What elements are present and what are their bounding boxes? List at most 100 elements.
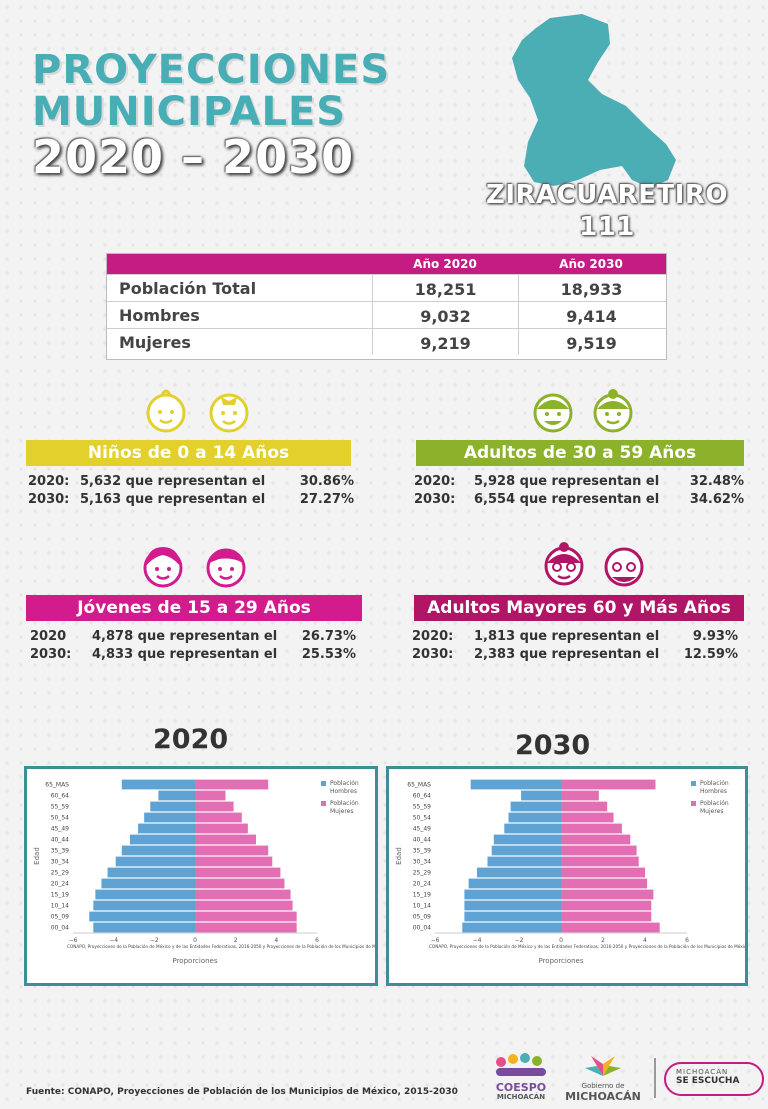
pyramid-bar [195,911,297,922]
ninos-band: Niños de 0 a 14 Años [26,440,351,466]
y-tick-label: 55_59 [51,804,69,811]
y-tick-label: 35_39 [51,848,69,855]
pyramid-bar [129,834,195,845]
pyramid-bar [195,790,226,801]
pyramid-bar [561,889,654,900]
row-value-2030: 9,519 [518,329,664,355]
chart-2020-frame: −6 −4 −2 0 2 4 6 00_04 05_09 10_14 15_19 20_24 25_29… [24,766,413,986]
stat-year: 2030: [412,647,454,662]
jovenes-band: Jóvenes de 15 a 29 Años [26,595,362,621]
table-row: Hombres 9,032 9,414 [107,301,666,328]
elderly-woman-icon [544,542,584,586]
pyramid-bar [158,790,195,801]
pyramid-bar [195,856,273,867]
stat-year: 2030: [30,647,72,662]
pyramid-bar [561,779,656,790]
y-tick-label: 30_34 [51,859,69,866]
pyramid-bar [195,867,281,878]
legend-swatch [321,801,326,806]
pyramid-bar [121,845,195,856]
y-tick-label: 40_44 [51,837,69,844]
municipality-code: 111 [579,212,635,242]
table-row: Población Total 18,251 18,933 [107,274,666,301]
table-header-spacer [107,254,372,274]
pyramid-chart-2020: −6 −4 −2 0 2 4 6 00_04 05_09 10_14 15_19 20_24 25_29… [33,779,413,965]
stat-line: 2020: 1,813 que representan el 9.93% [412,628,738,646]
y-tick-label: 20_24 [413,881,431,888]
y-tick-label: 25_29 [51,870,69,877]
y-tick-label: 10_14 [51,903,69,910]
table-row: Mujeres 9,219 9,519 [107,328,666,355]
pyramid-bar [195,812,242,823]
x-tick-label: −4 [473,937,482,944]
title-line-2: MUNICIPALES [32,89,347,135]
stat-text: 4,878 que representan el [92,629,278,644]
pyramid-bar [508,812,561,823]
pyramid-bar [504,823,561,834]
x-tick-label: −6 [69,937,78,944]
x-tick-label: −2 [515,937,524,944]
source-note: CONAPO, Proyecciones de la Población de … [429,944,745,949]
mayores-stats: 2020: 1,813 que representan el 9.93% 203… [412,628,738,664]
population-table: Año 2020 Año 2030 Población Total 18,251… [106,253,667,360]
legend-label: Población [330,780,359,787]
pyramid-bar [464,911,561,922]
row-label: Población Total [119,279,257,298]
municipality-name: ZIRACUARETIRO [486,180,728,210]
chart-2030-frame: −6 −4 −2 0 2 4 6 00_04 05_09 10_14 15_19 20_24 25_29… [386,766,768,986]
adultos-band: Adultos de 30 a 59 Años [416,440,744,466]
y-tick-label: 35_39 [413,848,431,855]
coespo-logo: COESPO MICHOACÁN [493,1052,549,1101]
adult-woman-icon [593,389,633,433]
footer-source: Fuente: CONAPO, Proyecciones de Població… [26,1087,458,1097]
pyramid-bar [561,922,660,933]
stat-line: 2030: 6,554 que representan el 34.62% [414,491,744,509]
row-label: Mujeres [119,333,191,352]
stat-pct: 12.59% [683,647,738,662]
pyramid-bar [468,878,561,889]
x-tick-label: 6 [685,937,689,944]
pyramid-bar [93,900,195,911]
stat-year: 2030: [28,492,70,507]
legend-label: Mujeres [700,808,724,815]
y-tick-label: 05_09 [413,914,431,921]
table-header: Año 2020 Año 2030 [107,254,666,274]
pyramid-bar [561,878,648,889]
pyramid-bar [121,779,195,790]
title-line-1: PROYECCIONES [32,47,391,93]
stat-line: 2020: 5,632 que representan el 30.86% [28,473,354,491]
pyramid-bar [491,845,561,856]
pyramid-bar [195,878,285,889]
ninos-title: Niños de 0 a 14 Años [87,443,290,463]
stat-year: 2020: [28,474,70,489]
pyramid-bar [521,790,561,801]
pyramid-bar [561,845,637,856]
x-tick-label: 0 [559,937,563,944]
pyramid-bar [561,911,652,922]
stat-text: 5,632 que representan el [80,474,266,489]
x-tick-label: −2 [150,937,159,944]
pyramid-bar [470,779,561,790]
stat-pct: 30.86% [299,474,354,489]
adultos-stats: 2020: 5,928 que representan el 32.48% 20… [414,473,744,509]
stat-pct: 25.53% [301,647,356,662]
y-tick-label: 25_29 [413,870,431,877]
x-tick-label: 0 [193,937,197,944]
stat-year: 2030: [414,492,456,507]
legend-label: Población [330,800,359,807]
adult-man-icon [533,393,573,433]
x-tick-label: 2 [601,937,605,944]
escucha-logo-subtext: SE ESCUCHA [676,1076,740,1086]
pyramid-bar [144,812,195,823]
y-tick-label: 45_49 [51,826,69,833]
row-value-2020: 9,219 [372,329,518,355]
pyramid-bar [462,922,561,933]
baby-boy-icon [146,389,186,433]
pyramid-bar [493,834,561,845]
michoacan-escucha-logo: MICHOACÁN SE ESCUCHA [664,1062,764,1096]
stat-text: 4,833 que representan el [92,647,278,662]
y-tick-label: 60_64 [51,793,69,800]
coespo-logo-subtext: MICHOACÁN [496,1093,546,1101]
stat-line: 2020: 5,928 que representan el 32.48% [414,473,744,491]
y-tick-label: 05_09 [51,914,69,921]
